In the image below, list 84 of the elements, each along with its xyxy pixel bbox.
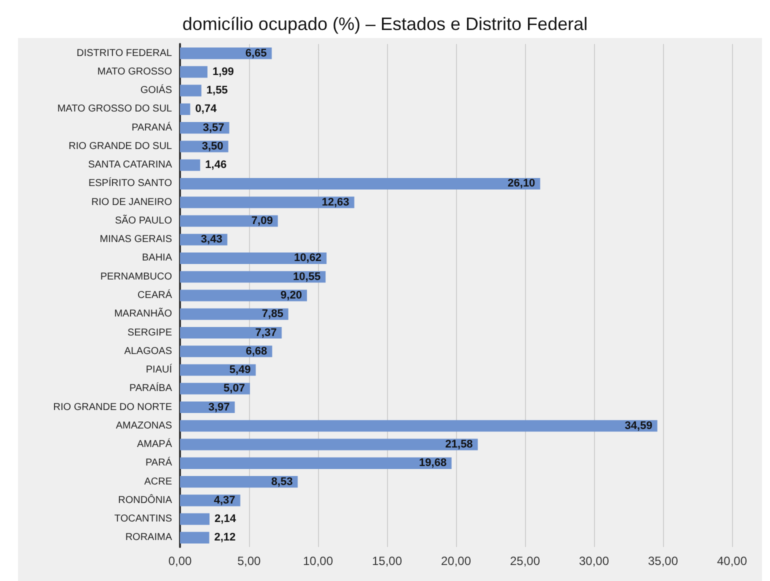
bar [180,215,278,227]
bar [180,364,256,376]
y-tick-label: SANTA CATARINA [88,160,172,171]
y-tick-label: PARÁ [146,456,172,469]
y-tick-label: RIO GRANDE DO NORTE [53,402,172,413]
bar [180,420,658,432]
y-tick-label: MARANHÃO [114,308,172,320]
y-tick-label: RIO DE JANEIRO [91,196,172,208]
bar [180,196,354,208]
data-label: 4,37 [214,494,236,506]
data-label: 1,99 [212,66,234,78]
data-label: 7,09 [251,214,273,227]
bar [180,457,452,469]
y-tick-label: PIAUÍ [146,364,172,376]
x-tick-label: 30,00 [578,554,610,568]
bar [180,476,298,488]
x-tick-label: 35,00 [648,554,678,568]
x-tick-label: 25,00 [510,554,540,568]
data-label: 1,55 [206,84,228,97]
data-label: 12,63 [322,196,350,208]
y-tick-label: AMAPÁ [136,438,172,450]
bar [180,271,326,283]
y-tick-label: MATO GROSSO DO SUL [57,104,172,115]
x-tick-label: 0,00 [168,554,192,568]
y-tick-label: ESPÍRITO SANTO [88,177,172,190]
y-tick-label: DISTRITO FEDERAL [76,48,172,59]
x-tick-label: 10,00 [302,554,334,568]
y-tick-label: SÃO PAULO [114,214,172,226]
data-label: 34,59 [624,420,652,432]
y-tick-label: ALAGOAS [124,346,172,357]
bar [180,513,210,525]
x-tick-label: 20,00 [440,554,472,568]
data-label: 2,14 [214,513,237,526]
y-tick-label: SERGIPE [128,327,172,338]
y-tick-label: AMAZONAS [116,420,172,432]
bar [180,252,327,264]
bar [180,326,282,339]
bar [180,103,190,115]
data-label: 7,37 [255,326,277,339]
data-label: 3,57 [202,122,224,134]
data-label: 3,50 [202,140,224,152]
data-label: 10,62 [294,252,322,264]
x-tick-label: 15,00 [372,554,402,568]
x-tick-label: 5,00 [237,554,261,568]
data-label: 8,53 [271,476,293,488]
data-label: 3,43 [200,234,222,246]
y-tick-label: BAHIA [142,252,172,264]
data-label: 3,97 [208,401,230,414]
y-tick-label: MINAS GERAIS [100,234,172,246]
bar [180,178,540,190]
data-label: 19,68 [419,457,447,470]
y-tick-label: PERNAMBUCO [100,271,172,282]
bar [180,48,272,60]
data-label: 2,12 [214,532,236,544]
y-tick-label: RIO GRANDE DO SUL [68,140,172,152]
bar [180,532,210,544]
y-tick-label: CEARÁ [138,289,172,301]
chart-title: domicílio ocupado (%) – Estados e Distrito Federal [182,14,588,34]
data-label: 21,58 [445,438,473,451]
data-label: 26,10 [508,178,536,190]
bar [180,290,307,302]
data-label: 10,55 [293,270,321,283]
y-tick-label: MATO GROSSO [97,66,172,78]
y-tick-label: TOCANTINS [114,514,172,525]
data-label: 1,46 [205,159,227,172]
x-tick-label: 40,00 [716,554,748,568]
y-tick-label: RORAIMA [125,532,172,544]
bar [180,159,200,171]
y-tick-label: GOIÁS [140,84,172,96]
data-label: 7,85 [262,308,284,320]
y-tick-label: PARAÍBA [129,382,172,394]
data-label: 0,74 [195,103,218,116]
data-label: 6,65 [245,47,267,60]
bar [180,438,478,450]
bar [180,66,208,78]
data-label: 9,20 [280,290,302,302]
y-tick-label: ACRE [144,476,172,488]
data-label: 5,49 [229,364,251,376]
y-tick-label: RONDÔNIA [118,494,172,506]
data-label: 6,68 [246,345,268,358]
y-tick-label: PARANÁ [132,121,172,134]
bar [180,84,202,96]
bar [180,308,288,320]
data-label: 5,07 [224,382,245,395]
